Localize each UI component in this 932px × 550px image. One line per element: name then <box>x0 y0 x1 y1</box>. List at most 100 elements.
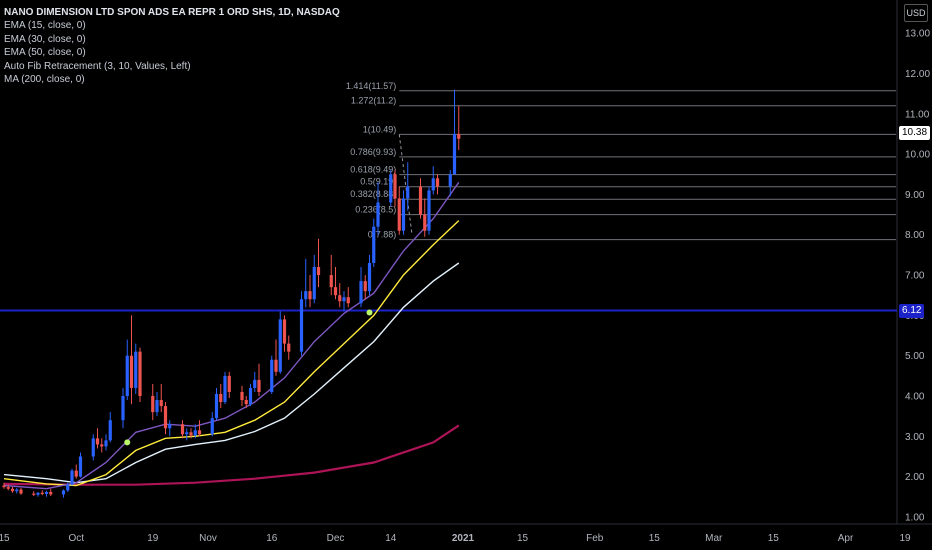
candle-body <box>223 375 227 403</box>
candle-body <box>32 493 36 495</box>
candle-body <box>448 174 452 187</box>
x-tick-label: 19 <box>147 533 159 544</box>
candle-body <box>74 470 78 477</box>
y-tick-label: 5.00 <box>905 351 925 362</box>
candle-body <box>121 396 125 421</box>
candle-body <box>168 424 172 429</box>
y-tick-label: 2.00 <box>905 472 925 483</box>
indicator-ema50[interactable]: EMA (50, close, 0) <box>4 47 86 59</box>
fib-level-label: 0.382(8.88) <box>350 189 396 199</box>
candle-body <box>372 226 376 263</box>
y-tick-label: 12.00 <box>905 69 930 80</box>
y-tick-label: 3.00 <box>905 432 925 443</box>
candle-body <box>219 393 223 403</box>
candle-body <box>278 319 282 372</box>
x-tick-label: 15 <box>517 533 529 544</box>
candle-body <box>333 287 338 296</box>
candle-body <box>163 406 168 429</box>
candle-body <box>78 456 83 477</box>
candle-body <box>342 297 346 302</box>
candle-body <box>155 400 159 413</box>
candle-body <box>40 492 44 494</box>
candle-body <box>159 400 163 407</box>
y-tick-label: 13.00 <box>905 29 930 40</box>
candle-body <box>270 359 274 392</box>
candle-body <box>100 444 104 447</box>
candle-body <box>282 319 287 344</box>
indicator-ema15[interactable]: EMA (15, close, 0) <box>4 20 86 32</box>
last-price-tag: 10.38 <box>899 126 931 140</box>
ma200-line <box>3 424 460 486</box>
candle-body <box>70 470 74 485</box>
x-tick-label: Oct <box>68 533 84 544</box>
candle-body <box>389 174 393 203</box>
signal-dot <box>124 439 131 446</box>
candle-body <box>367 262 372 292</box>
candle-body <box>210 418 214 435</box>
candle-body <box>308 291 312 300</box>
fib-level-label: 0.786(9.93) <box>350 147 396 157</box>
candle-body <box>227 375 231 392</box>
fib-level-label: 1(10.49) <box>363 124 397 134</box>
candle-body <box>197 430 202 435</box>
candle-body <box>423 214 427 231</box>
candle-body <box>304 291 308 300</box>
candle-body <box>180 424 185 435</box>
candle-body <box>248 387 253 405</box>
candle-body <box>312 266 316 300</box>
x-tick-label: 2021 <box>452 533 475 544</box>
candle-body <box>346 297 350 304</box>
candle-body <box>214 393 219 419</box>
y-tick-label: 1.00 <box>905 512 925 523</box>
y-tick-label: 4.00 <box>905 392 925 403</box>
x-tick-label: 16 <box>266 533 278 544</box>
signal-dot <box>366 309 373 316</box>
candle-body <box>274 359 278 372</box>
candle-body <box>66 484 70 491</box>
candle-body <box>15 489 19 492</box>
candle-body <box>244 400 248 405</box>
candle-body <box>95 438 100 445</box>
candle-body <box>457 133 461 139</box>
candle-body <box>452 133 457 175</box>
candle-body <box>329 275 333 288</box>
indicator-auto-fib[interactable]: Auto Fib Retracement (3, 10, Values, Lef… <box>4 60 191 72</box>
candle-body <box>253 379 257 388</box>
x-tick-label: 15 <box>0 533 10 544</box>
fib-trend-line <box>398 134 413 235</box>
currency-selector[interactable]: USD <box>904 4 928 22</box>
y-tick-label: 11.00 <box>905 109 930 120</box>
symbol-title: NANO DIMENSION LTD SPON ADS EA REPR 1 OR… <box>4 7 340 18</box>
candle-body <box>299 299 304 352</box>
candle-body <box>104 440 108 447</box>
indicator-ema30[interactable]: EMA (30, close, 0) <box>4 33 86 45</box>
candle-body <box>44 491 49 494</box>
fib-level-label: 0(7.88) <box>368 230 397 240</box>
candle-body <box>36 492 40 495</box>
fib-level-label: 0.5(9.19) <box>360 177 396 187</box>
candle-body <box>287 343 291 352</box>
indicator-ma200[interactable]: MA (200, close, 0) <box>4 74 85 86</box>
candle-body <box>138 351 142 397</box>
candle-body <box>129 355 134 388</box>
candle-body <box>91 438 95 457</box>
x-tick-label: Feb <box>586 533 604 544</box>
y-tick-label: 8.00 <box>905 230 925 241</box>
candle-body <box>431 178 435 191</box>
candle-body <box>2 485 6 488</box>
candle-body <box>376 202 380 227</box>
x-tick-label: Dec <box>327 533 345 544</box>
candle-body <box>151 396 155 413</box>
x-tick-label: 15 <box>768 533 780 544</box>
candle-body <box>393 174 397 199</box>
candle-body <box>397 198 401 231</box>
chart-legend: NANO DIMENSION LTD SPON ADS EA REPR 1 OR… <box>4 6 340 86</box>
x-tick-label: Nov <box>199 533 217 544</box>
candle-body <box>418 186 423 215</box>
fib-level-label: 1.414(11.57) <box>346 81 396 91</box>
x-tick-label: Mar <box>705 533 723 544</box>
candle-body <box>189 432 193 436</box>
candle-body <box>435 178 440 187</box>
ema50-line <box>3 262 460 484</box>
